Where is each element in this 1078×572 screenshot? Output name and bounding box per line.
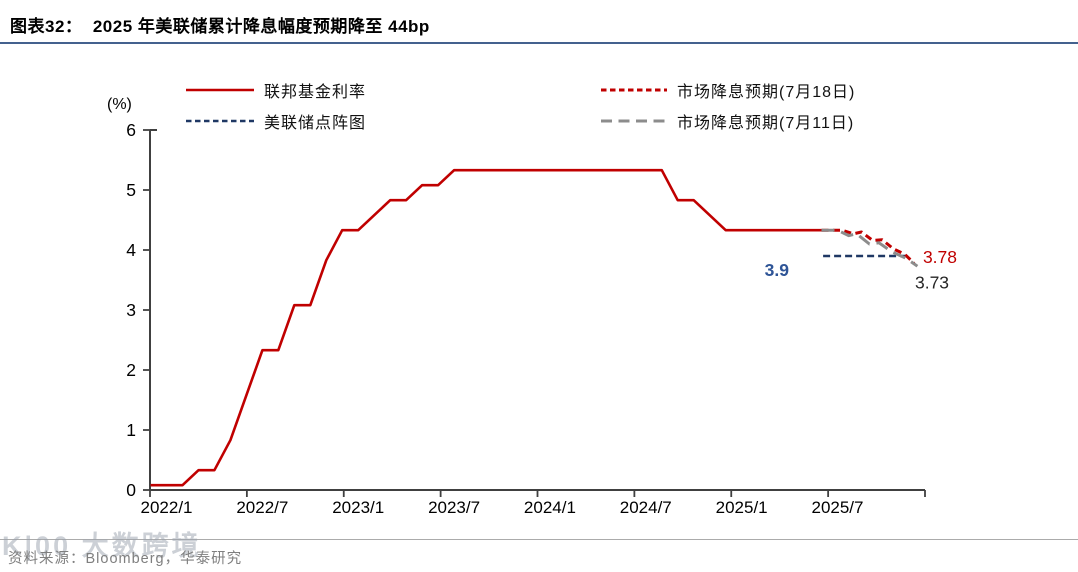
x-tick-label: 2022/1 [141, 498, 193, 517]
footer-divider [0, 539, 1078, 540]
y-tick-label: 5 [126, 180, 136, 200]
market-expectation-jul11-line-sample-icon [601, 119, 667, 123]
y-tick-label: 1 [126, 420, 136, 440]
source-note: 资料来源：Bloomberg，华泰研究 [8, 551, 243, 567]
fed-funds-line-sample-icon [186, 88, 254, 92]
x-tick-label: 2025/7 [811, 498, 863, 517]
y-tick-label: 0 [126, 480, 136, 500]
legend-item-market-expectation-jul11: 市场降息预期(7月11日) [600, 113, 854, 132]
y-tick-label: 6 [126, 120, 136, 140]
x-tick-label: 2025/1 [716, 498, 768, 517]
x-tick-label: 2024/7 [620, 498, 672, 517]
legend-item-fed-funds-rate: 联邦基金利率 [185, 82, 366, 101]
series-line-3 [821, 228, 919, 268]
legend-label-fed-funds-rate: 联邦基金利率 [264, 84, 367, 101]
figure-title: 图表32： 2025 年美联储累计降息幅度预期降至 44bp [10, 17, 430, 36]
y-tick-label: 3 [126, 300, 136, 320]
title-divider [0, 42, 1078, 44]
series-line-2 [821, 228, 916, 265]
y-axis-unit-label: (%) [107, 96, 132, 113]
series-line-0 [150, 168, 822, 487]
y-tick-label: 4 [126, 240, 136, 260]
legend-label-market-expectation-jul11: 市场降息预期(7月11日) [677, 115, 855, 132]
legend-item-market-expectation-jul18: 市场降息预期(7月18日) [600, 82, 855, 101]
fed-dot-plot-line-sample-icon [186, 119, 254, 123]
x-tick-label: 2023/7 [428, 498, 480, 517]
value-annotation: 3.9 [765, 260, 790, 280]
x-tick-label: 2022/7 [236, 498, 288, 517]
legend-item-fed-dot-plot: 美联储点阵图 [185, 113, 366, 132]
value-annotation: 3.78 [923, 247, 957, 267]
axis-lines [149, 130, 925, 491]
x-tick-label: 2023/1 [332, 498, 384, 517]
legend-label-market-expectation-jul18: 市场降息预期(7月18日) [677, 84, 856, 101]
market-expectation-jul18-line-sample-icon [601, 88, 667, 92]
value-annotation: 3.73 [915, 272, 949, 292]
x-tick-label: 2024/1 [524, 498, 576, 517]
y-tick-label: 2 [126, 360, 136, 380]
legend-label-fed-dot-plot: 美联储点阵图 [264, 115, 367, 132]
